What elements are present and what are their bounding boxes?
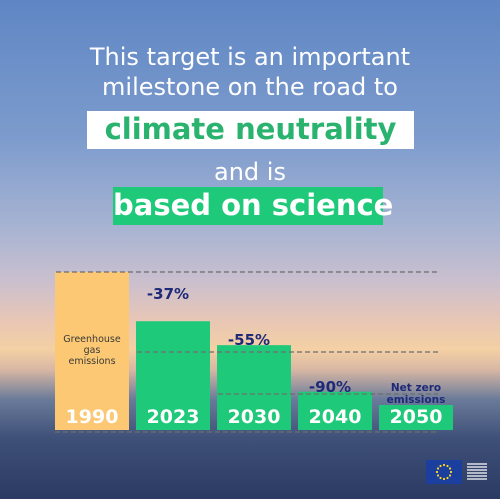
bar-2023 [136, 321, 210, 430]
reduction-label-2040: -90% [309, 378, 351, 396]
headline-line-2: milestone on the road to [102, 73, 398, 101]
reduction-label-2030: -55% [228, 331, 270, 349]
headline-line-1: This target is an important [89, 43, 411, 71]
reduction-label-1990: Greenhouse gas emissions [63, 334, 121, 367]
bar-2030 [217, 345, 291, 430]
reduction-label-2023: -37% [147, 285, 189, 303]
eu-flag-icon [426, 460, 462, 484]
european-commission-building-icon [464, 461, 490, 483]
year-label-2050: 2050 [390, 406, 443, 428]
bar-2050 [379, 405, 453, 430]
highlight-based-on-science: based on science [113, 187, 393, 225]
year-label-2023: 2023 [147, 406, 200, 428]
highlight-climate-neutrality: climate neutrality [87, 111, 414, 149]
bar-2040 [298, 391, 372, 430]
year-label-2030: 2030 [228, 406, 281, 428]
headline-line-3: and is [214, 158, 286, 186]
reduction-label-2050: Net zero emissions [387, 382, 446, 406]
bar-1990 [55, 272, 129, 430]
year-label-1990: 1990 [66, 406, 119, 428]
year-label-2040: 2040 [309, 406, 362, 428]
